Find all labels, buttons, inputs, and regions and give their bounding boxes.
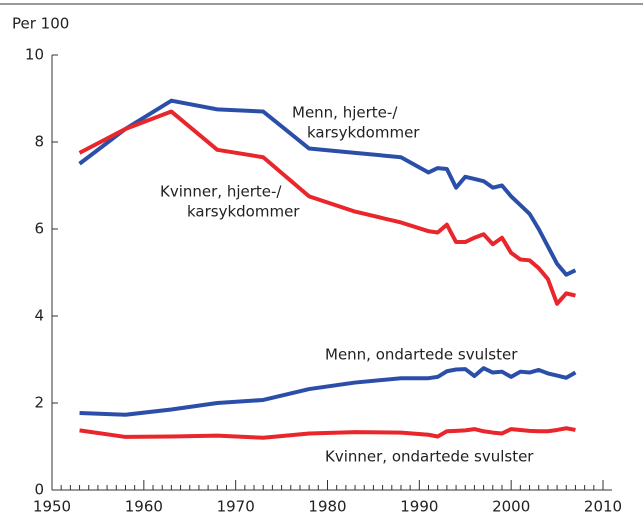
y-tick-label: 6 <box>34 220 44 238</box>
y-tick-label: 4 <box>34 307 44 325</box>
x-tick-label: 2000 <box>492 498 530 516</box>
x-tick-label: 1950 <box>33 498 71 516</box>
x-tick-label: 1970 <box>217 498 255 516</box>
y-axis-label: Per 100 <box>12 15 69 33</box>
x-tick-label: 1960 <box>125 498 163 516</box>
annotation: karsykdommer <box>187 203 300 221</box>
x-tick-label: 1980 <box>308 498 346 516</box>
x-tick-label: 2010 <box>584 498 622 516</box>
x-tick-label: 1990 <box>400 498 438 516</box>
y-tick-label: 2 <box>34 394 44 412</box>
series-line <box>78 109 576 306</box>
y-tick-label: 0 <box>34 481 44 499</box>
series-line <box>79 366 577 417</box>
annotation: Menn, ondartede svulster <box>325 346 518 364</box>
annotation: Kvinner, ondartede svulster <box>325 448 534 466</box>
y-tick-label: 10 <box>25 46 44 64</box>
annotation: Kvinner, hjerte-/ <box>160 183 282 201</box>
annotation: Menn, hjerte-/ <box>292 104 398 122</box>
series-line <box>78 98 577 277</box>
y-tick-label: 8 <box>34 133 44 151</box>
series-line <box>79 426 576 440</box>
annotation: karsykdommer <box>307 124 420 142</box>
